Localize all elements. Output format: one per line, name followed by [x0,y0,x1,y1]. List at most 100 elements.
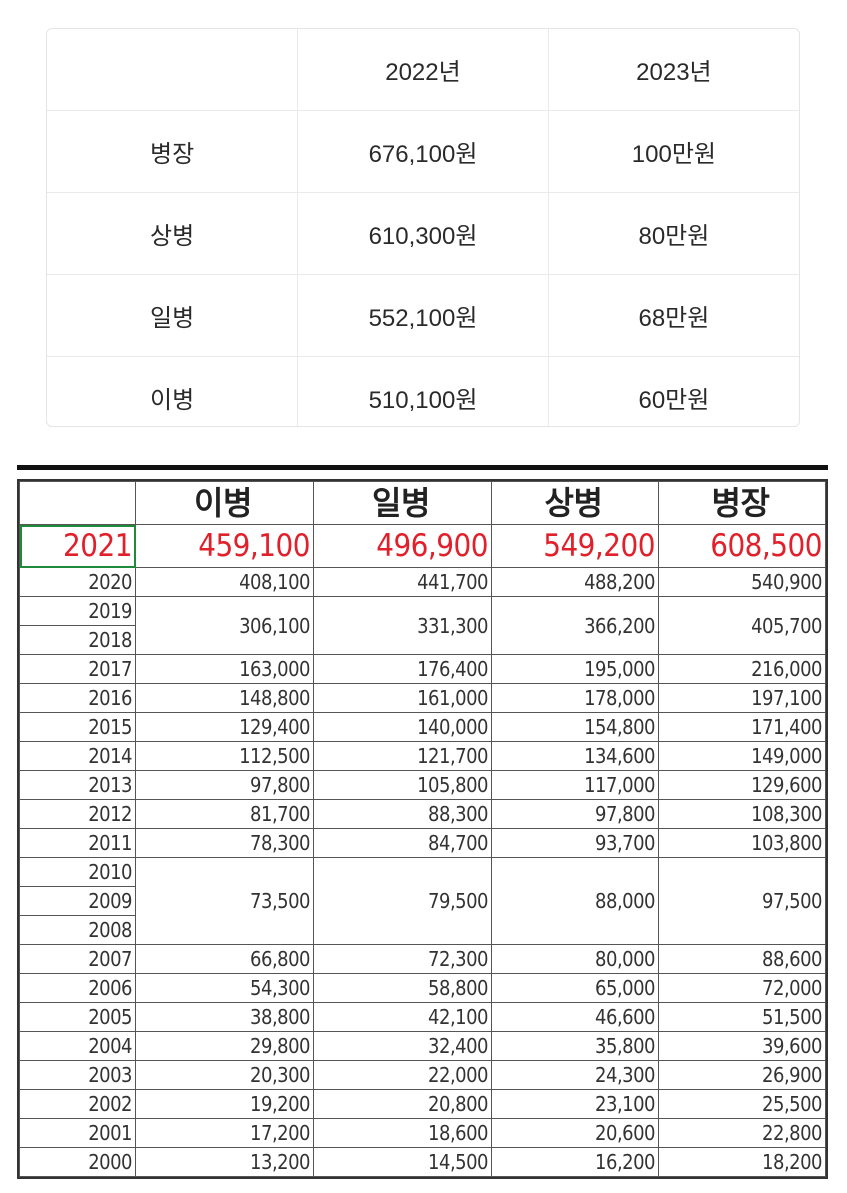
value-cell[interactable]: 441,700 [313,567,492,597]
year-cell[interactable]: 2008 [19,915,136,945]
year-cell[interactable]: 2019 [19,596,136,626]
value-cell[interactable]: 20,600 [491,1118,659,1148]
value-cell[interactable]: 97,500 [658,857,826,945]
value-cell[interactable]: 549,200 [491,524,659,568]
value-cell[interactable]: 26,900 [658,1060,826,1090]
selected-year-cell[interactable]: 2021 [19,524,136,568]
value-cell[interactable]: 72,300 [313,944,492,974]
value-cell[interactable]: 79,500 [313,857,492,945]
value-cell[interactable]: 72,000 [658,973,826,1003]
value-cell[interactable]: 18,600 [313,1118,492,1148]
value-cell[interactable]: 46,600 [491,1002,659,1032]
year-cell[interactable]: 2017 [19,654,136,684]
year-cell[interactable]: 2000 [19,1147,136,1177]
value-cell[interactable]: 496,900 [313,524,492,568]
year-cell[interactable]: 2016 [19,683,136,713]
value-cell[interactable]: 129,400 [135,712,314,742]
value-cell[interactable]: 103,800 [658,828,826,858]
year-cell[interactable]: 2001 [19,1118,136,1148]
value-cell[interactable]: 35,800 [491,1031,659,1061]
year-cell[interactable]: 2009 [19,886,136,916]
value-cell[interactable]: 13,200 [135,1147,314,1177]
value-cell[interactable]: 306,100 [135,596,314,655]
year-cell[interactable]: 2006 [19,973,136,1003]
value-cell[interactable]: 42,100 [313,1002,492,1032]
year-cell[interactable]: 2003 [19,1060,136,1090]
value-cell[interactable]: 154,800 [491,712,659,742]
value-cell[interactable]: 22,800 [658,1118,826,1148]
year-cell[interactable]: 2010 [19,857,136,887]
value-cell[interactable]: 14,500 [313,1147,492,1177]
table-row: 2008 [19,915,826,945]
value-cell[interactable]: 459,100 [135,524,314,568]
year-cell[interactable]: 2004 [19,1031,136,1061]
value-cell[interactable]: 24,300 [491,1060,659,1090]
value-cell[interactable]: 161,000 [313,683,492,713]
value-cell[interactable]: 171,400 [658,712,826,742]
value-cell[interactable]: 140,000 [313,712,492,742]
value-cell[interactable]: 112,500 [135,741,314,771]
value-cell[interactable]: 216,000 [658,654,826,684]
value-cell[interactable]: 117,000 [491,770,659,800]
value-cell[interactable]: 149,000 [658,741,826,771]
year-cell[interactable]: 2012 [19,799,136,829]
value-cell[interactable]: 331,300 [313,596,492,655]
value-cell[interactable]: 97,800 [135,770,314,800]
value-cell[interactable]: 25,500 [658,1089,826,1119]
value-cell[interactable]: 29,800 [135,1031,314,1061]
value-cell[interactable]: 22,000 [313,1060,492,1090]
value-cell[interactable]: 148,800 [135,683,314,713]
value-cell[interactable]: 20,300 [135,1060,314,1090]
value-cell[interactable]: 195,000 [491,654,659,684]
value-cell[interactable]: 66,800 [135,944,314,974]
value-cell[interactable]: 23,100 [491,1089,659,1119]
value-cell[interactable]: 81,700 [135,799,314,829]
value-cell[interactable]: 408,100 [135,567,314,597]
value-cell[interactable]: 405,700 [658,596,826,655]
value-cell[interactable]: 17,200 [135,1118,314,1148]
value-cell[interactable]: 51,500 [658,1002,826,1032]
year-cell[interactable]: 2013 [19,770,136,800]
value-cell[interactable]: 105,800 [313,770,492,800]
value-cell[interactable]: 121,700 [313,741,492,771]
year-cell[interactable]: 2007 [19,944,136,974]
value-cell[interactable]: 18,200 [658,1147,826,1177]
year-cell[interactable]: 2020 [19,567,136,597]
year-cell[interactable]: 2011 [19,828,136,858]
value-cell[interactable]: 366,200 [491,596,659,655]
value-cell[interactable]: 163,000 [135,654,314,684]
value-cell[interactable]: 88,600 [658,944,826,974]
value-cell[interactable]: 97,800 [491,799,659,829]
value-cell[interactable]: 58,800 [313,973,492,1003]
value-cell[interactable]: 129,600 [658,770,826,800]
value-cell[interactable]: 73,500 [135,857,314,945]
value-cell[interactable]: 19,200 [135,1089,314,1119]
value-cell[interactable]: 197,100 [658,683,826,713]
year-cell[interactable]: 2015 [19,712,136,742]
value-cell[interactable]: 134,600 [491,741,659,771]
value-cell[interactable]: 488,200 [491,567,659,597]
value-cell[interactable]: 108,300 [658,799,826,829]
value-cell[interactable]: 540,900 [658,567,826,597]
value-cell[interactable]: 54,300 [135,973,314,1003]
value-cell[interactable]: 78,300 [135,828,314,858]
value-cell[interactable]: 178,000 [491,683,659,713]
value-cell[interactable]: 32,400 [313,1031,492,1061]
table-row: 2019 306,100 331,300 366,200 405,700 [19,596,826,655]
year-cell[interactable]: 2002 [19,1089,136,1119]
value-cell[interactable]: 93,700 [491,828,659,858]
value-cell[interactable]: 88,000 [491,857,659,945]
value-cell[interactable]: 176,400 [313,654,492,684]
value-cell[interactable]: 39,600 [658,1031,826,1061]
value-cell[interactable]: 65,000 [491,973,659,1003]
value-cell[interactable]: 80,000 [491,944,659,974]
value-cell[interactable]: 84,700 [313,828,492,858]
year-cell[interactable]: 2014 [19,741,136,771]
value-cell[interactable]: 38,800 [135,1002,314,1032]
year-cell[interactable]: 2005 [19,1002,136,1032]
value-cell[interactable]: 88,300 [313,799,492,829]
value-cell[interactable]: 20,800 [313,1089,492,1119]
year-cell[interactable]: 2018 [19,625,136,655]
value-cell[interactable]: 608,500 [658,524,826,568]
value-cell[interactable]: 16,200 [491,1147,659,1177]
